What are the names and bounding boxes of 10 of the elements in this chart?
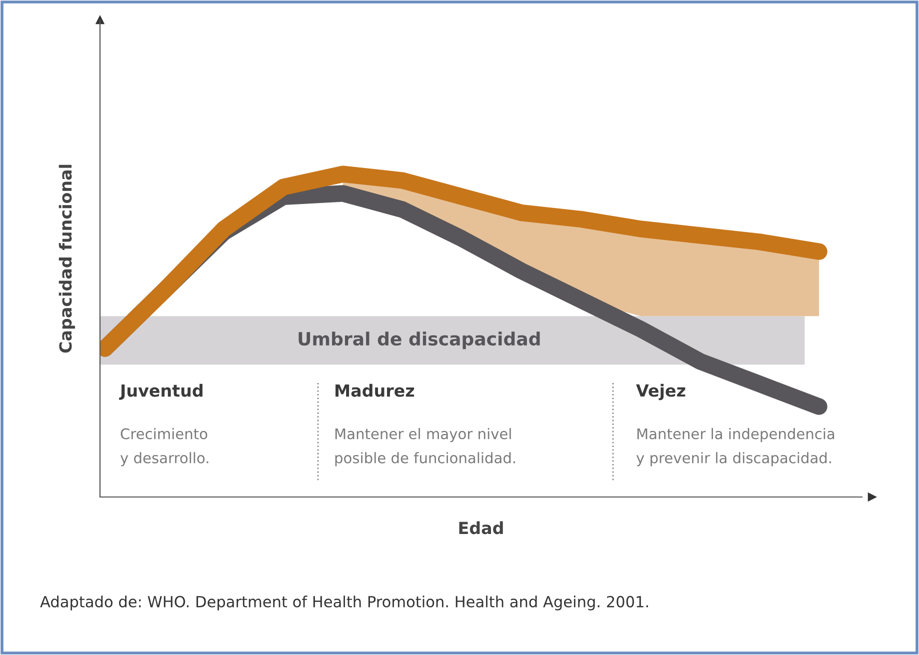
annotation: Madurez (336, 384, 414, 397)
y-axis-title: Capacidad funcional (58, 164, 75, 353)
text: Adaptado de: WHO. Department of Health Promotion. Health and Ageing. 2001. (40, 596, 648, 610)
annotation: Mantener el mayor nivel posible de funcionalidad. (335, 428, 516, 466)
annotation: Juventud (119, 384, 202, 400)
x-axis-title: Edad (459, 521, 503, 534)
annotation: Vejez (636, 384, 686, 400)
annotation: Crecimiento y desarrollo. (120, 428, 208, 466)
band-label: Umbral de discapacidad (298, 332, 540, 350)
annotation: Mantener la independencia y prevenir la discapacidad. (636, 428, 834, 466)
